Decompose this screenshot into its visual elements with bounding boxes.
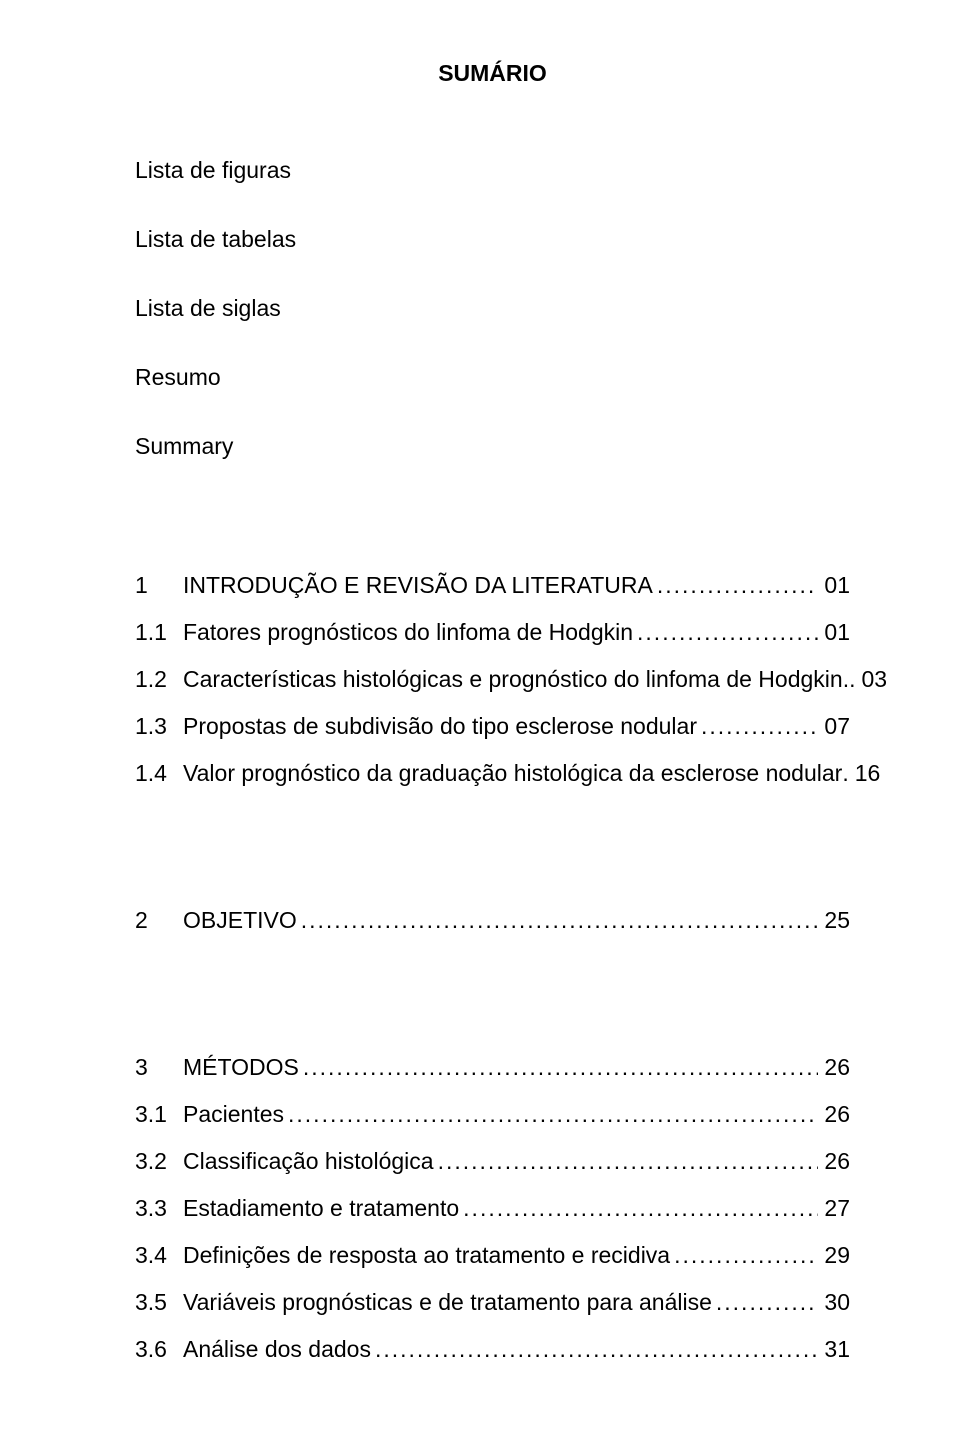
page-title: SUMÁRIO bbox=[135, 60, 850, 87]
toc-label: OBJETIVO bbox=[183, 907, 297, 934]
toc-entry: 3.5 Variáveis prognósticas e de tratamen… bbox=[135, 1289, 850, 1316]
document-page: SUMÁRIO Lista de figuras Lista de tabela… bbox=[0, 0, 960, 1449]
toc-number: 3.1 bbox=[135, 1101, 183, 1128]
toc-number: 3.5 bbox=[135, 1289, 183, 1316]
toc-page: 03 bbox=[855, 666, 887, 693]
toc-entry: 1.4 Valor prognóstico da graduação histo… bbox=[135, 760, 850, 787]
prelim-item: Lista de tabelas bbox=[135, 226, 850, 253]
toc-number: 1.1 bbox=[135, 619, 183, 646]
toc-label: Características histológicas e prognósti… bbox=[183, 666, 843, 693]
toc-page: 27 bbox=[818, 1195, 850, 1222]
prelim-list: Lista de figuras Lista de tabelas Lista … bbox=[135, 157, 850, 460]
toc-page: 16 bbox=[849, 760, 881, 787]
toc-label: Definições de resposta ao tratamento e r… bbox=[183, 1242, 670, 1269]
toc-page: 26 bbox=[818, 1101, 850, 1128]
toc-entry: 3.4 Definições de resposta ao tratamento… bbox=[135, 1242, 850, 1269]
toc-number: 1.3 bbox=[135, 713, 183, 740]
prelim-item: Resumo bbox=[135, 364, 850, 391]
toc-entry: 1.2 Características histológicas e progn… bbox=[135, 666, 850, 693]
toc-label: Fatores prognósticos do linfoma de Hodgk… bbox=[183, 619, 633, 646]
toc-number: 2 bbox=[135, 907, 183, 934]
toc-entry: 3 MÉTODOS 26 bbox=[135, 1054, 850, 1081]
toc-number: 1 bbox=[135, 572, 183, 599]
toc-page: 25 bbox=[818, 907, 850, 934]
prelim-item: Lista de figuras bbox=[135, 157, 850, 184]
toc-leader bbox=[297, 907, 819, 934]
toc-leader bbox=[299, 1054, 819, 1081]
toc-page: 07 bbox=[818, 713, 850, 740]
toc-leader bbox=[697, 713, 818, 740]
toc-label: Classificação histológica bbox=[183, 1148, 434, 1175]
toc-page: 29 bbox=[818, 1242, 850, 1269]
toc-page: 30 bbox=[818, 1289, 850, 1316]
toc-section-2: 2 OBJETIVO 25 bbox=[135, 907, 850, 934]
toc-leader bbox=[653, 572, 819, 599]
toc-trail: .. bbox=[843, 666, 856, 693]
toc-page: 01 bbox=[818, 572, 850, 599]
toc-label: Análise dos dados bbox=[183, 1336, 371, 1363]
toc-page: 31 bbox=[818, 1336, 850, 1363]
toc-entry: 1.3 Propostas de subdivisão do tipo escl… bbox=[135, 713, 850, 740]
toc-number: 3.2 bbox=[135, 1148, 183, 1175]
toc-page: 01 bbox=[818, 619, 850, 646]
toc-leader bbox=[670, 1242, 818, 1269]
toc-leader bbox=[284, 1101, 818, 1128]
toc-entry: 1 INTRODUÇÃO E REVISÃO DA LITERATURA 01 bbox=[135, 572, 850, 599]
toc-entry: 3.2 Classificação histológica 26 bbox=[135, 1148, 850, 1175]
toc-leader bbox=[371, 1336, 818, 1363]
toc-label: Propostas de subdivisão do tipo escleros… bbox=[183, 713, 697, 740]
prelim-item: Summary bbox=[135, 433, 850, 460]
prelim-item: Lista de siglas bbox=[135, 295, 850, 322]
toc-number: 3 bbox=[135, 1054, 183, 1081]
toc-page: 26 bbox=[818, 1054, 850, 1081]
toc-leader bbox=[633, 619, 818, 646]
toc-label: Variáveis prognósticas e de tratamento p… bbox=[183, 1289, 712, 1316]
toc-entry: 2 OBJETIVO 25 bbox=[135, 907, 850, 934]
toc-number: 3.3 bbox=[135, 1195, 183, 1222]
toc-leader bbox=[712, 1289, 819, 1316]
toc-page: 26 bbox=[818, 1148, 850, 1175]
toc-label: Estadiamento e tratamento bbox=[183, 1195, 459, 1222]
toc-entry: 3.1 Pacientes 26 bbox=[135, 1101, 850, 1128]
toc-entry: 3.3 Estadiamento e tratamento 27 bbox=[135, 1195, 850, 1222]
toc-entry: 3.6 Análise dos dados 31 bbox=[135, 1336, 850, 1363]
toc-number: 3.6 bbox=[135, 1336, 183, 1363]
toc-label: Valor prognóstico da graduação histológi… bbox=[183, 760, 842, 787]
toc-leader bbox=[459, 1195, 818, 1222]
toc-number: 1.4 bbox=[135, 760, 183, 787]
toc-section-3: 3 MÉTODOS 26 3.1 Pacientes 26 3.2 Classi… bbox=[135, 1054, 850, 1363]
toc-label: MÉTODOS bbox=[183, 1054, 299, 1081]
toc-label: Pacientes bbox=[183, 1101, 284, 1128]
toc-entry: 1.1 Fatores prognósticos do linfoma de H… bbox=[135, 619, 850, 646]
toc-number: 1.2 bbox=[135, 666, 183, 693]
toc-leader bbox=[434, 1148, 819, 1175]
toc-label: INTRODUÇÃO E REVISÃO DA LITERATURA bbox=[183, 572, 653, 599]
toc-number: 3.4 bbox=[135, 1242, 183, 1269]
toc-section-1: 1 INTRODUÇÃO E REVISÃO DA LITERATURA 01 … bbox=[135, 572, 850, 787]
